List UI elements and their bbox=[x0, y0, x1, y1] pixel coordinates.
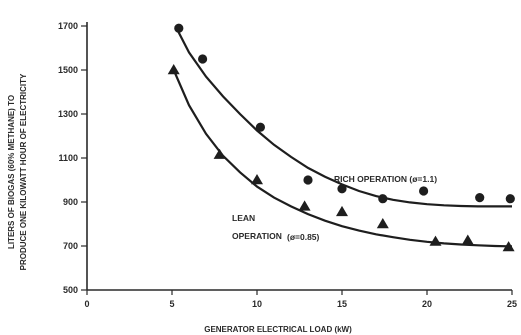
y-tick-label: 1500 bbox=[58, 65, 78, 75]
lean-data-point bbox=[213, 148, 226, 159]
x-tick-label: 15 bbox=[337, 299, 347, 309]
rich-data-point bbox=[255, 122, 265, 132]
y-tick-label: 1300 bbox=[58, 109, 78, 119]
rich-data-point bbox=[174, 23, 184, 33]
x-tick-label: 20 bbox=[422, 299, 432, 309]
rich-data-point bbox=[198, 54, 208, 64]
x-tick-label: 0 bbox=[84, 299, 89, 309]
rich-data-point bbox=[303, 175, 313, 185]
rich-data-point bbox=[337, 184, 347, 194]
lean-label-line1: LEAN bbox=[232, 213, 255, 223]
lean-data-point bbox=[376, 218, 389, 229]
x-tick-label: 10 bbox=[252, 299, 262, 309]
lean-label-line2: OPERATION bbox=[232, 231, 282, 241]
lean-data-point bbox=[298, 200, 311, 211]
y-tick-label: 1700 bbox=[58, 21, 78, 31]
lean-data-point bbox=[502, 241, 515, 252]
rich-data-point bbox=[378, 194, 388, 204]
y-tick-label: 500 bbox=[63, 285, 78, 295]
rich-data-point bbox=[419, 186, 429, 196]
rich-data-point bbox=[475, 193, 485, 203]
lean-data-point bbox=[429, 235, 442, 246]
lean-data-point bbox=[251, 174, 263, 185]
lean-data-point bbox=[461, 234, 474, 245]
y-tick-label: 700 bbox=[63, 241, 78, 251]
x-tick-label: 5 bbox=[169, 299, 174, 309]
y-tick-label: 1100 bbox=[58, 153, 78, 163]
y-axis-title-line1: LITERS OF BIOGAS (60% METHANE) TO bbox=[7, 95, 16, 249]
y-axis-title-line2: PRODUCE ONE KILOWATT HOUR OF ELECTRICITY bbox=[19, 73, 28, 270]
rich-data-point bbox=[505, 194, 515, 204]
x-axis-title: GENERATOR ELECTRICAL LOAD (kW) bbox=[204, 325, 352, 334]
lean-phi-label: (ø=0.85) bbox=[287, 232, 320, 242]
axes-group: 0 5 10 15 20 25 500 700 900 1100 1300 1500 1700 bbox=[58, 21, 517, 309]
lean-fit-curve bbox=[172, 69, 513, 248]
y-tick-label: 900 bbox=[63, 197, 78, 207]
data-points bbox=[167, 23, 515, 252]
lean-data-point bbox=[336, 205, 348, 217]
y-axis-title: LITERS OF BIOGAS (60% METHANE) TO PRODUC… bbox=[7, 73, 28, 270]
x-tick-label: 25 bbox=[507, 299, 517, 309]
rich-operation-label: RICH OPERATION (ø=1.1) bbox=[334, 174, 437, 184]
lean-data-point bbox=[167, 64, 180, 75]
